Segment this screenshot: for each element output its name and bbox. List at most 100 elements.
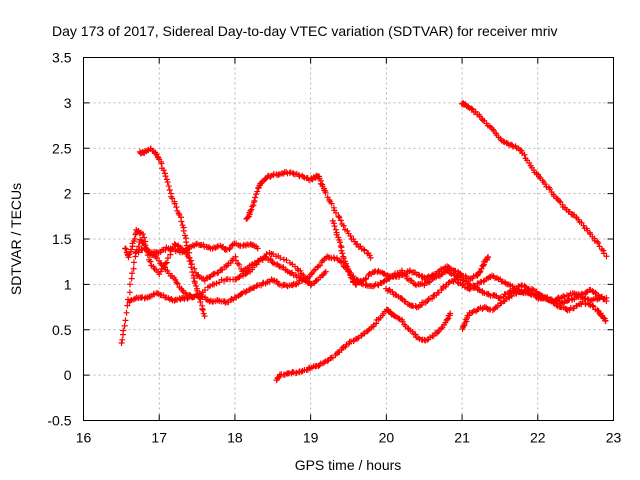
data-point xyxy=(165,183,172,190)
data-point xyxy=(127,297,134,304)
data-point xyxy=(193,282,200,289)
axis-ticks: 16 17 18 19 20 21 22 23 -0.5 0 0.5 1 1.5 2 2.5 3 3.5 xyxy=(47,50,621,446)
data-point xyxy=(171,240,178,247)
data-point xyxy=(322,268,329,275)
data-point xyxy=(283,257,290,264)
data-point xyxy=(161,170,168,177)
y-tick-label: 2 xyxy=(64,186,72,202)
y-tick-label: 0.5 xyxy=(52,322,72,338)
data-point xyxy=(367,254,374,261)
data-point xyxy=(160,167,167,174)
data-point xyxy=(363,275,370,282)
data-point xyxy=(489,126,496,133)
data-point xyxy=(452,267,459,274)
data-point xyxy=(500,138,507,145)
data-point xyxy=(248,206,255,213)
data-point xyxy=(395,315,402,322)
y-tick-label: -0.5 xyxy=(47,413,71,429)
y-tick-label: 0 xyxy=(64,367,72,383)
data-point xyxy=(307,271,314,278)
data-point xyxy=(168,295,175,302)
x-tick-label: 19 xyxy=(303,430,319,446)
data-point xyxy=(429,295,436,302)
data-points xyxy=(118,100,610,384)
y-tick-label: 1.5 xyxy=(52,231,72,247)
data-point xyxy=(162,173,169,180)
data-point xyxy=(191,280,198,287)
data-point xyxy=(297,267,304,274)
data-point xyxy=(340,222,347,229)
data-point xyxy=(444,316,451,323)
data-point xyxy=(126,289,133,296)
data-point xyxy=(338,259,345,266)
data-point xyxy=(131,236,138,243)
data-point xyxy=(174,280,181,287)
y-tick-label: 3.5 xyxy=(52,50,72,66)
data-point xyxy=(445,279,452,286)
data-point xyxy=(521,151,528,158)
data-point xyxy=(124,302,131,309)
data-point xyxy=(447,310,454,317)
data-point xyxy=(594,238,601,245)
data-point xyxy=(247,207,254,214)
series-track-c xyxy=(122,226,329,301)
data-point xyxy=(201,287,208,294)
data-point xyxy=(276,263,283,270)
data-point xyxy=(322,189,329,196)
data-point xyxy=(430,292,437,299)
data-point xyxy=(412,331,419,338)
data-point xyxy=(189,294,196,301)
data-point xyxy=(139,231,146,238)
data-point xyxy=(354,335,361,342)
data-point xyxy=(122,245,129,252)
data-point xyxy=(560,292,567,299)
data-point xyxy=(213,280,220,287)
data-point xyxy=(468,105,475,112)
data-point xyxy=(254,188,261,195)
series-track-g xyxy=(329,217,428,288)
x-tick-label: 23 xyxy=(606,430,622,446)
data-point xyxy=(602,318,609,325)
data-point xyxy=(553,195,560,202)
data-point xyxy=(125,254,132,261)
data-point xyxy=(425,279,432,286)
data-point xyxy=(142,242,149,249)
series-track-h xyxy=(273,306,454,384)
data-point xyxy=(251,197,258,204)
data-point xyxy=(361,247,368,254)
data-point xyxy=(335,234,342,241)
data-point xyxy=(157,268,164,275)
data-point xyxy=(147,258,154,265)
data-point xyxy=(179,249,186,256)
data-point xyxy=(536,173,543,180)
data-point xyxy=(123,309,130,316)
data-point xyxy=(542,181,549,188)
data-point xyxy=(186,258,193,265)
x-axis-label: GPS time / hours xyxy=(295,457,402,473)
data-point xyxy=(332,226,339,233)
data-point xyxy=(199,306,206,313)
data-point xyxy=(121,322,128,329)
data-point xyxy=(603,253,610,260)
x-tick-label: 17 xyxy=(151,430,167,446)
data-point xyxy=(594,307,601,314)
data-point xyxy=(401,298,408,305)
data-point xyxy=(234,260,241,267)
x-tick-label: 16 xyxy=(76,430,92,446)
data-point xyxy=(201,313,208,320)
data-point xyxy=(331,223,338,230)
data-point xyxy=(182,232,189,239)
data-point xyxy=(130,265,137,272)
data-point xyxy=(128,275,135,282)
data-point xyxy=(332,209,339,216)
data-point xyxy=(254,245,261,252)
data-point xyxy=(164,179,171,186)
data-point xyxy=(158,160,165,167)
data-point xyxy=(595,239,602,246)
series-track-j xyxy=(458,100,610,260)
data-point xyxy=(250,199,257,206)
data-point xyxy=(451,276,458,283)
data-point xyxy=(203,275,210,282)
data-point xyxy=(126,251,133,258)
